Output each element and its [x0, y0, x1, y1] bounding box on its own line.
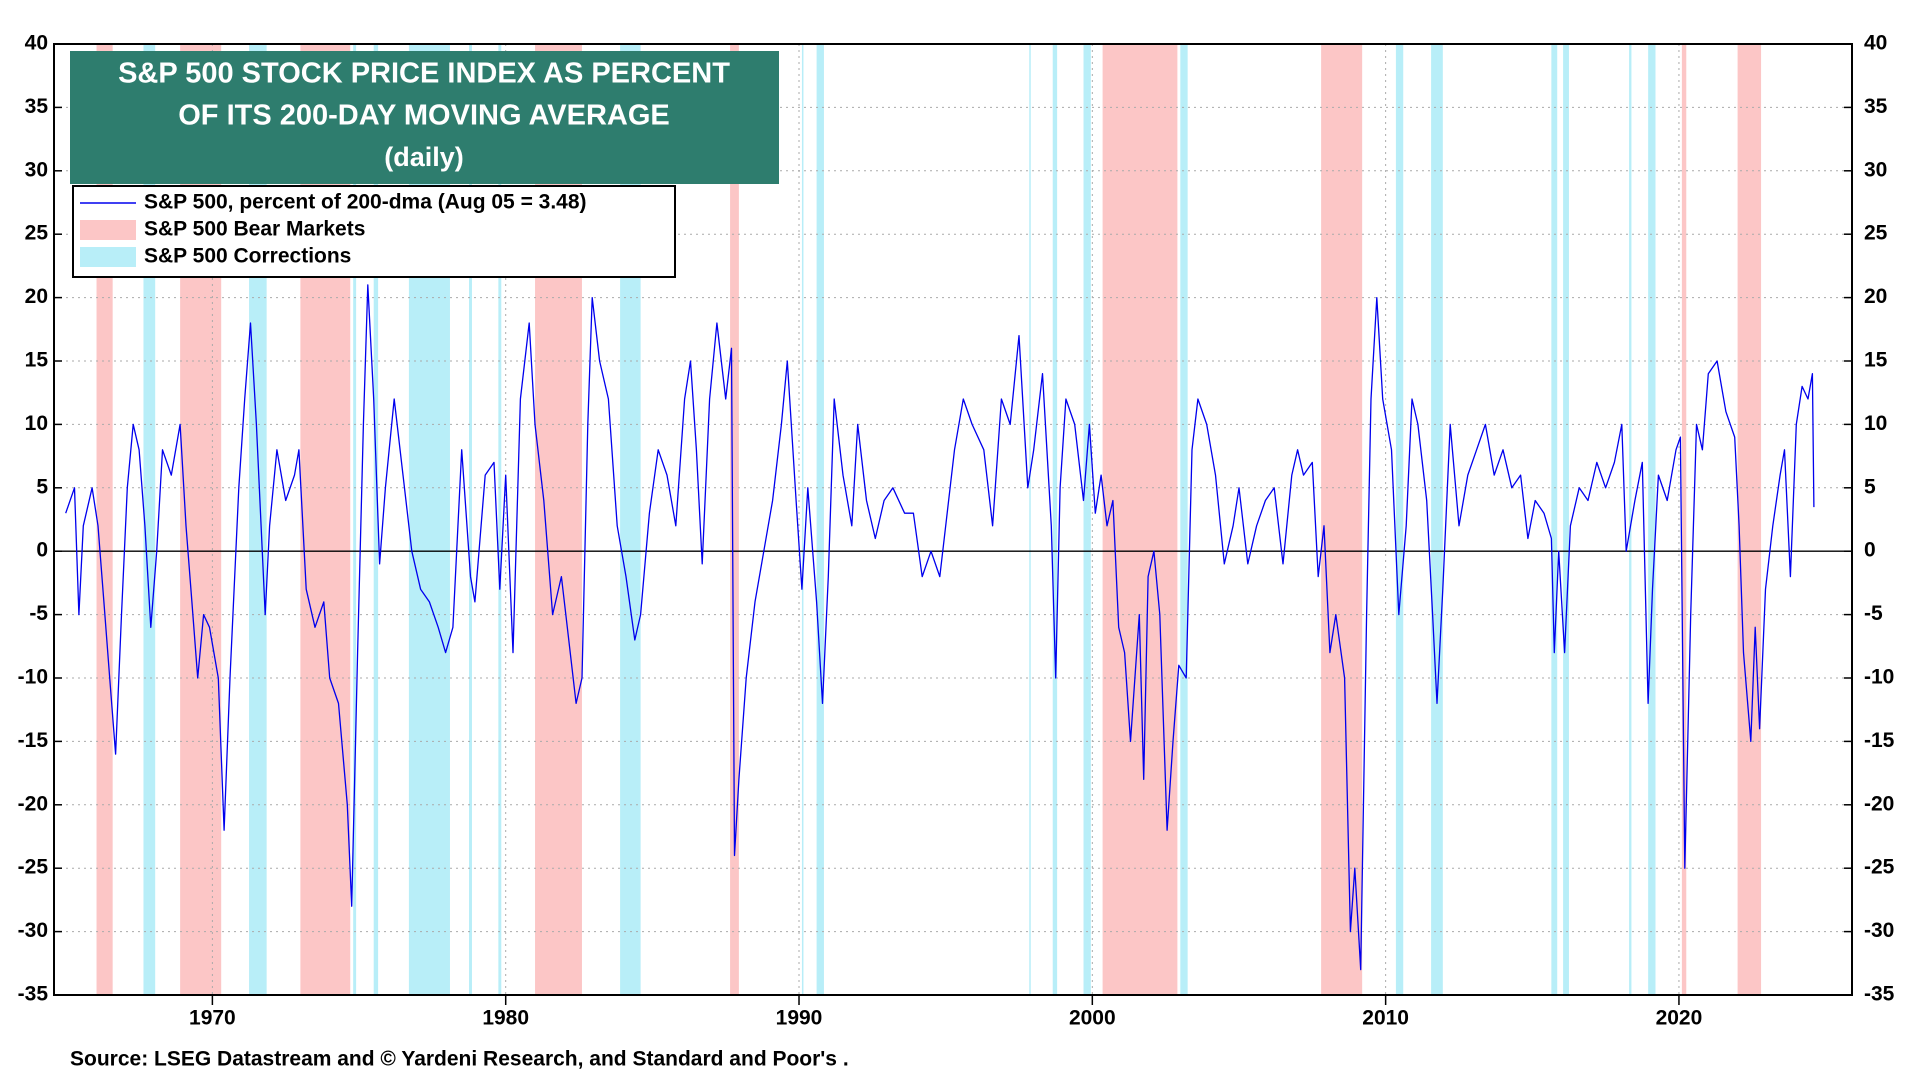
band [1551, 44, 1558, 995]
band [1648, 44, 1656, 995]
band [96, 44, 113, 995]
band [801, 44, 804, 995]
x-tick-label: 1990 [776, 1007, 823, 1030]
chart-title: OF ITS 200-DAY MOVING AVERAGE [178, 100, 670, 132]
y-tick-label: 10 [25, 412, 48, 435]
band [469, 44, 472, 995]
y-tick-label: 15 [1864, 349, 1888, 372]
band [1052, 44, 1058, 995]
bands [96, 44, 1762, 995]
band [498, 44, 502, 995]
legend-label: S&P 500 Corrections [144, 245, 351, 268]
band [1431, 44, 1443, 995]
y-tick-label: 35 [25, 95, 49, 118]
y-tick-label: 25 [25, 222, 49, 245]
band [1321, 44, 1363, 995]
y-tick-label: 40 [25, 32, 48, 55]
grid [54, 43, 1852, 996]
band [1029, 44, 1031, 995]
lines [54, 284, 1852, 971]
x-tick-label: 2000 [1069, 1007, 1116, 1030]
y-tick-label: 0 [1864, 539, 1876, 562]
y-tick-label: -25 [1864, 856, 1895, 879]
chart-subtitle: (daily) [384, 142, 464, 172]
y-tick-label: -35 [18, 983, 49, 1006]
y-tick-label: 20 [25, 285, 48, 308]
band [1102, 44, 1178, 995]
y-tick-label: -15 [18, 729, 49, 752]
band [373, 44, 379, 995]
y-tick-label: -15 [1864, 729, 1895, 752]
x-tick-label: 1980 [482, 1007, 529, 1030]
y-tick-label: 5 [1864, 475, 1876, 498]
band [1083, 44, 1091, 995]
y-tick-label: 0 [36, 539, 48, 562]
legend-box [72, 185, 676, 278]
y-tick-label: 20 [1864, 285, 1887, 308]
y-tick-label: -25 [18, 856, 49, 879]
y-tick-label: -5 [29, 602, 48, 625]
band [620, 44, 641, 995]
y-tick-label: -35 [1864, 983, 1895, 1006]
x-tick-label: 2020 [1656, 1007, 1703, 1030]
band [1395, 44, 1404, 995]
chart-title: S&P 500 STOCK PRICE INDEX AS PERCENT [118, 58, 730, 90]
band [249, 44, 267, 995]
y-tick-label: -5 [1864, 602, 1883, 625]
y-tick-label: -10 [18, 666, 48, 689]
y-tick-label: -20 [1864, 792, 1894, 815]
source-note: Source: LSEG Datastream and © Yardeni Re… [70, 1048, 849, 1071]
legend-swatch [80, 247, 136, 267]
series-line [65, 284, 1815, 971]
legend: S&P 500, percent of 200-dma (Aug 05 = 3.… [80, 191, 587, 268]
legend-swatch [80, 220, 136, 240]
band [1681, 44, 1687, 995]
band [816, 44, 824, 995]
legend-label: S&P 500, percent of 200-dma (Aug 05 = 3.… [144, 191, 587, 214]
y-tick-label: 30 [1864, 158, 1887, 181]
band [353, 44, 357, 995]
y-tick-label: 35 [1864, 95, 1888, 118]
band [1563, 44, 1569, 995]
band [730, 44, 739, 995]
band [1737, 44, 1762, 995]
band [143, 44, 156, 995]
y-tick-label: -20 [18, 792, 48, 815]
x-tick-label: 2010 [1362, 1007, 1409, 1030]
y-tick-label: 25 [1864, 222, 1888, 245]
band [1180, 44, 1188, 995]
band [1629, 44, 1632, 995]
y-tick-label: 5 [36, 475, 48, 498]
y-tick-label: -30 [18, 919, 48, 942]
legend-label: S&P 500 Bear Markets [144, 218, 365, 241]
ticks: -35 -35 -30 -30 -25 -25 -20 -20 -15 -15 -10 -10 -5 -5… [18, 32, 1895, 1030]
y-tick-label: 40 [1864, 32, 1887, 55]
plot-frame [53, 43, 1853, 996]
y-tick-label: 15 [25, 349, 49, 372]
y-tick-label: 30 [25, 158, 48, 181]
y-tick-label: -30 [1864, 919, 1894, 942]
title-box [70, 51, 779, 184]
y-tick-label: 10 [1864, 412, 1887, 435]
x-tick-label: 1970 [189, 1007, 236, 1030]
y-tick-label: -10 [1864, 666, 1894, 689]
